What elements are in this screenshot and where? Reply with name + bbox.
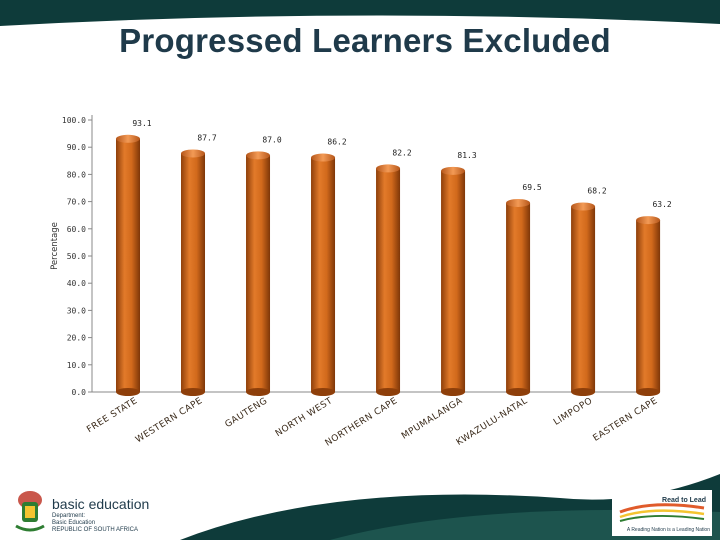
bar-group — [246, 151, 271, 396]
dept-line-2: Basic Education — [52, 520, 96, 526]
x-category-label: EASTERN CAPE — [591, 396, 659, 444]
bar-base — [571, 388, 596, 396]
bar-chart: 0.0 10.0 20.0 30.0 40.0 50.0 60.0 70.0 80.0 90.0 1… — [50, 115, 672, 449]
department-name: basic education — [52, 496, 150, 512]
dept-line-3: REPUBLIC OF SOUTH AFRICA — [52, 527, 139, 533]
bars: 93.1 87.7 87.0 86.2 82.2 81.3 69.5 68.2 63.2 — [116, 119, 672, 396]
y-axis: 0.0 10.0 20.0 30.0 40.0 50.0 60.0 70.0 80.0 90.0 1… — [50, 115, 650, 397]
bar — [311, 157, 336, 392]
read-to-lead-logo-icon — [612, 490, 712, 536]
bar-cap — [246, 151, 271, 160]
bar-base — [311, 388, 336, 396]
bar-group — [376, 164, 401, 396]
x-category-label: MPUMALANGA — [400, 396, 465, 442]
bar-base — [181, 388, 206, 396]
bar-base — [636, 388, 661, 396]
bar-base — [441, 388, 466, 396]
bar-group — [311, 153, 336, 396]
bar-group — [441, 166, 466, 396]
data-label: 68.2 — [587, 186, 606, 195]
top-decorative-band — [0, 0, 720, 26]
x-category-label: WESTERN CAPE — [134, 396, 205, 445]
y-tick-label: 60.0 — [67, 225, 86, 234]
bar-cap — [116, 134, 140, 143]
bar — [246, 155, 271, 392]
bar — [506, 202, 531, 392]
bar — [636, 220, 661, 392]
data-label: 86.2 — [327, 138, 346, 147]
data-label: 69.5 — [522, 183, 541, 192]
data-label: 93.1 — [132, 119, 151, 128]
y-tick-label: 100.0 — [62, 116, 86, 125]
y-tick-label: 50.0 — [67, 252, 86, 261]
bar-cap — [181, 149, 206, 158]
bar — [376, 168, 401, 392]
bar-base — [246, 388, 271, 396]
y-tick-label: 0.0 — [72, 388, 87, 397]
bar-group — [571, 202, 596, 396]
bar — [116, 138, 140, 392]
coat-of-arms-icon — [15, 491, 45, 532]
y-axis-title: Percentage — [50, 222, 60, 270]
read-to-lead-heading: Read to Lead — [662, 497, 706, 504]
dept-line-1: Department: — [52, 513, 86, 519]
bar-base — [506, 388, 531, 396]
department-lines: Department: Basic Education REPUBLIC OF … — [52, 513, 138, 534]
x-category-label: KWAZULU-NATAL — [455, 396, 530, 448]
x-category-label: FREE STATE — [85, 396, 139, 435]
bar-cap — [376, 164, 401, 173]
x-category-label: NORTHERN CAPE — [324, 396, 400, 449]
y-tick-label: 80.0 — [67, 170, 86, 179]
read-to-lead-tagline: A Reading Nation is a Leading Nation — [626, 527, 710, 533]
bar-cap — [636, 216, 661, 225]
bar-cap — [506, 198, 531, 207]
x-category-label: GAUTENG — [224, 396, 270, 430]
x-category-label: NORTH WEST — [274, 396, 335, 439]
y-tick-label: 20.0 — [67, 334, 86, 343]
data-label: 82.2 — [392, 148, 411, 157]
bar — [181, 153, 206, 392]
bar-group — [506, 198, 531, 396]
bar-base — [116, 388, 140, 396]
bar-group — [636, 216, 661, 396]
bar-cap — [441, 166, 466, 175]
x-category-label: LIMPOPO — [552, 396, 595, 428]
y-tick-label: 70.0 — [67, 198, 86, 207]
bar — [441, 170, 466, 392]
bar-group — [181, 149, 206, 396]
data-label: 87.0 — [262, 135, 281, 144]
bar-group — [116, 134, 140, 396]
data-label: 63.2 — [652, 200, 671, 209]
slide-title: Progressed Learners Excluded — [119, 22, 611, 59]
data-label: 87.7 — [197, 133, 216, 142]
y-tick-label: 30.0 — [67, 306, 86, 315]
bar-base — [376, 388, 401, 396]
bar-cap — [571, 202, 596, 211]
y-tick-label: 40.0 — [67, 279, 86, 288]
data-label: 81.3 — [457, 151, 476, 160]
bar — [571, 206, 596, 392]
y-tick-label: 10.0 — [67, 361, 86, 370]
y-tick-label: 90.0 — [67, 143, 86, 152]
bar-cap — [311, 153, 336, 162]
